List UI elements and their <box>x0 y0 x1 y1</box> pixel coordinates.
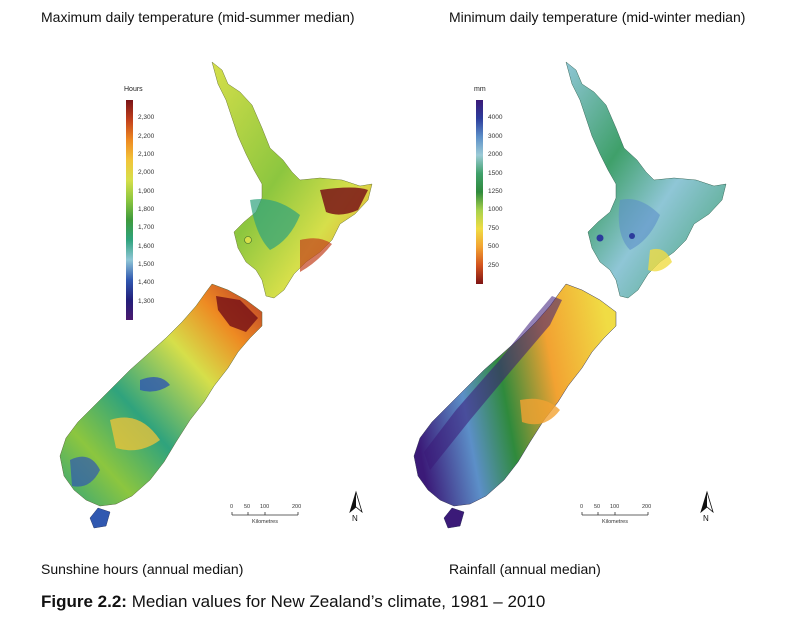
legend-tick-label: 3000 <box>488 132 503 140</box>
right-north-arrow-icon <box>700 490 714 514</box>
north-letter: N <box>352 514 358 523</box>
right-north-island <box>565 61 727 299</box>
legend-tick-label: 4000 <box>488 114 503 122</box>
scale-tick: 0 <box>230 504 234 510</box>
legend-tick-label: 1250 <box>488 188 503 195</box>
right-scalebar: 0 50 100 200 Kilometres <box>576 504 666 534</box>
scale-tick: 50 <box>594 504 601 510</box>
left-panel-caption: Sunshine hours (annual median) <box>41 561 244 577</box>
left-panel-title: Maximum daily temperature (mid-summer me… <box>41 9 355 25</box>
left-scalebar: 0 50 100 200 Kilometres <box>226 504 316 534</box>
sunshine-legend: Hours 2,300 2,200 2,100 2,000 1,900 1,800 1,70… <box>122 86 162 326</box>
scale-tick: 200 <box>642 504 652 510</box>
legend-tick-label: 750 <box>488 224 499 232</box>
scale-tick: 0 <box>580 504 584 510</box>
legend-tick-label: 1000 <box>488 206 503 214</box>
right-scalebar-line <box>581 512 649 516</box>
legend-tick-label: 1,600 <box>138 242 155 250</box>
scale-tick: 50 <box>244 504 251 510</box>
legend-tick-label: 2000 <box>488 151 503 159</box>
legend-tick-label: 1,900 <box>138 187 155 195</box>
legend-tick-label: 250 <box>488 261 499 269</box>
legend-tick-label: 1,700 <box>138 224 155 232</box>
legend-tick-label: 2,300 <box>138 114 155 122</box>
left-scalebar-line <box>231 512 299 516</box>
scale-tick: 100 <box>260 504 270 510</box>
left-north-arrow-icon <box>349 490 363 514</box>
scale-unit: Kilometres <box>252 519 278 525</box>
sunshine-color-bar <box>126 100 133 320</box>
legend-tick-label: 2,000 <box>138 169 155 177</box>
rainfall-legend-unit: mm <box>474 86 486 93</box>
legend-tick-label: 1500 <box>488 169 503 177</box>
legend-tick-label: 1,800 <box>138 206 155 213</box>
scale-tick: 200 <box>292 504 302 510</box>
right-south-island <box>413 283 617 529</box>
left-north-island <box>211 61 373 299</box>
north-letter: N <box>703 514 709 523</box>
scale-tick: 100 <box>610 504 620 510</box>
legend-tick-label: 1,300 <box>138 297 155 305</box>
right-panel-title: Minimum daily temperature (mid-winter me… <box>449 9 746 25</box>
legend-tick-label: 1,500 <box>138 261 155 268</box>
legend-tick-label: 1,400 <box>138 279 155 287</box>
figure-text: Median values for New Zealand’s climate,… <box>126 592 546 611</box>
left-south-island <box>59 283 263 529</box>
legend-tick-label: 500 <box>488 243 499 251</box>
legend-tick-label: 2,100 <box>138 151 155 158</box>
figure-caption: Figure 2.2: Median values for New Zealan… <box>41 592 545 612</box>
rainfall-legend: mm 4000 3000 2000 1500 1250 1000 750 500 250 <box>472 86 512 286</box>
legend-tick-label: 2,200 <box>138 132 155 140</box>
sunshine-legend-unit: Hours <box>124 86 143 93</box>
figure-label: Figure 2.2: <box>41 592 127 611</box>
right-panel-caption: Rainfall (annual median) <box>449 561 601 577</box>
rainfall-color-bar <box>476 100 483 284</box>
scale-unit: Kilometres <box>602 519 628 525</box>
